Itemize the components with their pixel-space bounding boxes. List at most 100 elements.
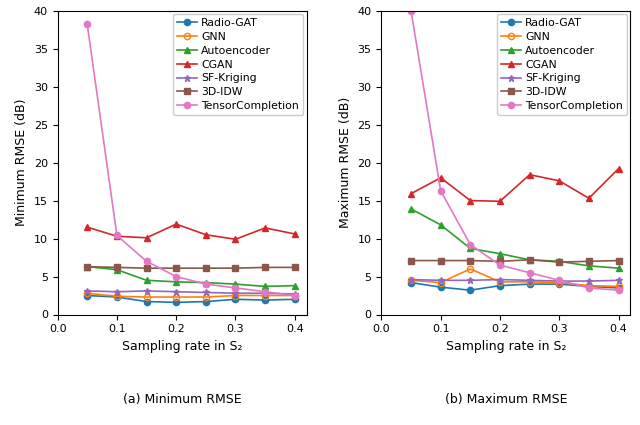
CGAN	[232, 237, 239, 242]
Line: CGAN: CGAN	[408, 165, 621, 204]
CGAN	[261, 225, 269, 230]
Text: (a) Minimum RMSE: (a) Minimum RMSE	[123, 393, 241, 406]
Radio-GAT	[261, 298, 269, 303]
X-axis label: Sampling rate in S₂: Sampling rate in S₂	[445, 340, 566, 353]
TensorCompletion	[467, 242, 474, 247]
3D-IDW	[202, 266, 210, 271]
3D-IDW	[614, 258, 622, 263]
TensorCompletion	[556, 278, 563, 283]
Line: 3D-IDW: 3D-IDW	[84, 264, 298, 271]
SF-Kriging	[202, 290, 210, 295]
GNN	[172, 295, 180, 300]
TensorCompletion	[232, 285, 239, 290]
SF-Kriging	[437, 278, 445, 283]
Radio-GAT	[202, 299, 210, 304]
Line: Radio-GAT: Radio-GAT	[84, 292, 298, 306]
3D-IDW	[407, 258, 415, 263]
3D-IDW	[113, 265, 121, 270]
Text: (b) Maximum RMSE: (b) Maximum RMSE	[445, 393, 567, 406]
Radio-GAT	[291, 297, 299, 302]
3D-IDW	[291, 265, 299, 270]
SF-Kriging	[291, 292, 299, 297]
TensorCompletion	[291, 293, 299, 298]
Legend: Radio-GAT, GNN, Autoencoder, CGAN, SF-Kriging, 3D-IDW, TensorCompletion: Radio-GAT, GNN, Autoencoder, CGAN, SF-Kr…	[497, 14, 627, 115]
3D-IDW	[467, 258, 474, 263]
Autoencoder	[291, 283, 299, 288]
SF-Kriging	[143, 289, 150, 294]
Autoencoder	[585, 264, 593, 269]
SF-Kriging	[556, 278, 563, 283]
SF-Kriging	[525, 278, 533, 283]
Line: Autoencoder: Autoencoder	[84, 264, 298, 289]
CGAN	[113, 234, 121, 239]
SF-Kriging	[261, 291, 269, 296]
Radio-GAT	[407, 280, 415, 285]
GNN	[113, 294, 121, 299]
Radio-GAT	[496, 283, 504, 288]
CGAN	[407, 191, 415, 196]
TensorCompletion	[143, 259, 150, 264]
Autoencoder	[202, 280, 210, 285]
Autoencoder	[525, 257, 533, 262]
Line: TensorCompletion: TensorCompletion	[84, 21, 298, 299]
Autoencoder	[172, 279, 180, 284]
GNN	[261, 293, 269, 298]
CGAN	[83, 224, 91, 230]
Radio-GAT	[525, 282, 533, 287]
SF-Kriging	[83, 289, 91, 294]
CGAN	[143, 235, 150, 240]
GNN	[525, 279, 533, 284]
Autoencoder	[556, 259, 563, 264]
Radio-GAT	[143, 299, 150, 304]
3D-IDW	[261, 265, 269, 270]
GNN	[556, 280, 563, 285]
TensorCompletion	[202, 282, 210, 287]
Autoencoder	[113, 267, 121, 272]
CGAN	[291, 232, 299, 237]
TensorCompletion	[437, 188, 445, 193]
Radio-GAT	[467, 288, 474, 293]
Radio-GAT	[113, 295, 121, 300]
3D-IDW	[496, 259, 504, 264]
GNN	[232, 293, 239, 298]
Autoencoder	[261, 284, 269, 289]
GNN	[83, 291, 91, 296]
Autoencoder	[407, 207, 415, 212]
Autoencoder	[83, 264, 91, 269]
CGAN	[556, 178, 563, 183]
Line: Radio-GAT: Radio-GAT	[408, 280, 621, 293]
CGAN	[467, 198, 474, 203]
3D-IDW	[232, 266, 239, 271]
Radio-GAT	[172, 300, 180, 305]
Autoencoder	[232, 282, 239, 287]
SF-Kriging	[172, 289, 180, 294]
SF-Kriging	[232, 291, 239, 296]
Radio-GAT	[556, 282, 563, 287]
CGAN	[202, 232, 210, 237]
Y-axis label: Maximum RMSE (dB): Maximum RMSE (dB)	[339, 97, 352, 228]
Radio-GAT	[585, 284, 593, 289]
3D-IDW	[172, 266, 180, 271]
Line: GNN: GNN	[84, 290, 298, 300]
TensorCompletion	[585, 285, 593, 290]
Autoencoder	[467, 246, 474, 251]
Line: TensorCompletion: TensorCompletion	[408, 8, 621, 293]
Line: 3D-IDW: 3D-IDW	[408, 257, 621, 265]
Autoencoder	[614, 266, 622, 271]
Radio-GAT	[614, 285, 622, 290]
3D-IDW	[556, 260, 563, 265]
Line: SF-Kriging: SF-Kriging	[84, 288, 298, 297]
SF-Kriging	[407, 277, 415, 282]
CGAN	[585, 196, 593, 201]
CGAN	[614, 166, 622, 171]
GNN	[585, 283, 593, 288]
Radio-GAT	[437, 285, 445, 290]
TensorCompletion	[113, 233, 121, 238]
CGAN	[172, 221, 180, 227]
Line: GNN: GNN	[408, 266, 621, 289]
Autoencoder	[437, 222, 445, 227]
GNN	[291, 293, 299, 298]
SF-Kriging	[585, 278, 593, 283]
SF-Kriging	[614, 278, 622, 283]
CGAN	[525, 172, 533, 177]
